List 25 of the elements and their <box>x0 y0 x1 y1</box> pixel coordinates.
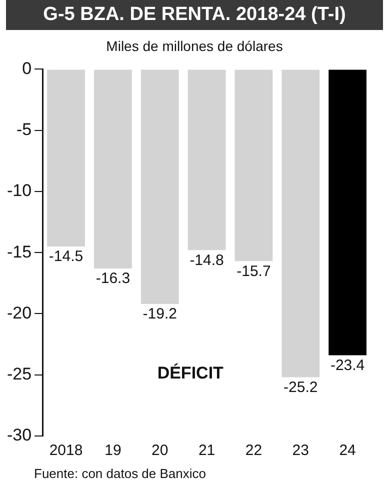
data-label: -14.8 <box>190 252 224 269</box>
y-tick-label: -25 <box>6 364 32 384</box>
data-label: -23.4 <box>330 356 365 374</box>
data-label: -16.3 <box>96 270 130 288</box>
x-tick-label: 22 <box>245 442 262 460</box>
data-label: -19.2 <box>142 306 177 323</box>
x-tick-label: 23 <box>292 442 309 460</box>
data-label: -14.5 <box>48 248 84 266</box>
y-tick-label: -20 <box>6 303 32 322</box>
x-tick-label: 19 <box>104 442 122 460</box>
data-label: -15.7 <box>236 262 271 280</box>
y-tick-label: 0 <box>22 58 32 78</box>
annotation: DÉFICIT <box>157 362 224 382</box>
x-tick-label: 21 <box>198 442 216 460</box>
chart-title: G-5 BZA. DE RENTA. 2018-24 (T-I) <box>6 0 383 30</box>
source-note: Fuente: con datos de Banxico <box>34 466 208 481</box>
data-label: -25.2 <box>284 378 318 396</box>
y-tick-label: -5 <box>16 120 32 140</box>
x-tick-label: 20 <box>152 442 168 460</box>
y-tick-label: -10 <box>6 181 32 200</box>
x-tick-label: 24 <box>339 442 356 460</box>
chart-subtitle: Miles de millones de dólares <box>105 38 284 54</box>
y-tick-label: -15 <box>6 242 32 262</box>
x-tick-label: 2018 <box>49 442 83 460</box>
y-tick-label: -30 <box>6 426 32 445</box>
